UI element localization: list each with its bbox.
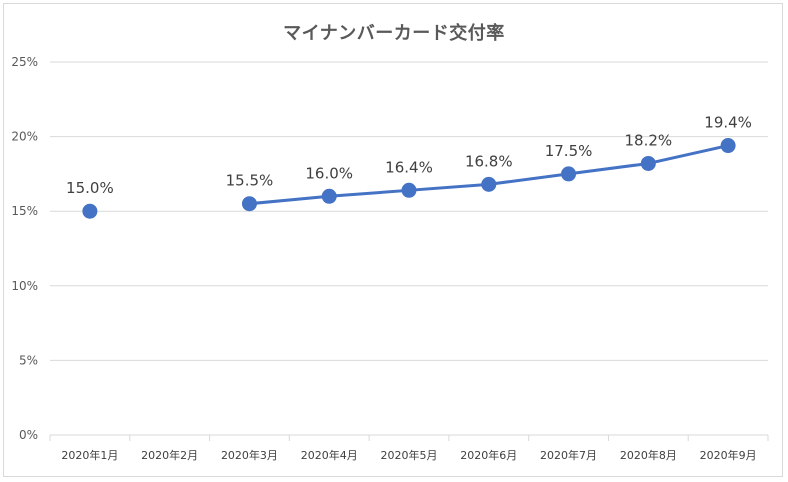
y-tick-label: 20% — [11, 130, 38, 144]
data-point — [481, 176, 497, 192]
data-labels: 15.0% 15.5% 16.0% 16.4% 16.8% 17.5% 18.2% 19.4% — [66, 114, 752, 198]
data-point — [561, 166, 577, 182]
data-point — [640, 155, 656, 171]
x-tick-label: 2020年4月 — [301, 448, 358, 462]
data-label: 15.0% — [66, 179, 114, 197]
gridlines — [50, 61, 768, 436]
series-points — [82, 138, 736, 219]
y-tick-label: 15% — [11, 204, 38, 218]
data-point — [321, 188, 337, 204]
y-tick-label: 5% — [19, 353, 38, 367]
y-tick-label: 0% — [19, 428, 38, 442]
y-tick-label: 25% — [11, 55, 38, 69]
data-point — [82, 203, 98, 219]
x-tick-label: 2020年1月 — [61, 448, 118, 462]
data-point — [241, 196, 257, 212]
data-label: 16.8% — [465, 152, 513, 170]
data-point — [720, 138, 736, 154]
data-label: 15.5% — [226, 172, 274, 190]
chart-frame — [3, 3, 783, 477]
chart-title: マイナンバーカード交付率 — [283, 23, 505, 44]
data-label: 16.0% — [305, 164, 353, 182]
data-label: 17.5% — [545, 142, 593, 160]
x-tick-label: 2020年8月 — [620, 448, 677, 462]
data-label: 16.4% — [385, 158, 433, 176]
axes: 0% 5% 10% 15% 20% 25% 2020年1月 2020年2月 2020年3月 202… — [11, 55, 769, 462]
x-tick-label: 2020年7月 — [540, 448, 597, 462]
y-tick-label: 10% — [11, 279, 38, 293]
data-point — [401, 182, 417, 198]
data-label: 19.4% — [704, 114, 752, 132]
data-label: 18.2% — [625, 131, 673, 149]
x-tick-label: 2020年6月 — [460, 448, 517, 462]
x-tick-label: 2020年2月 — [141, 448, 198, 462]
x-tick-label: 2020年5月 — [381, 448, 438, 462]
x-tick-label: 2020年3月 — [221, 448, 278, 462]
x-tick-label: 2020年9月 — [700, 448, 757, 462]
